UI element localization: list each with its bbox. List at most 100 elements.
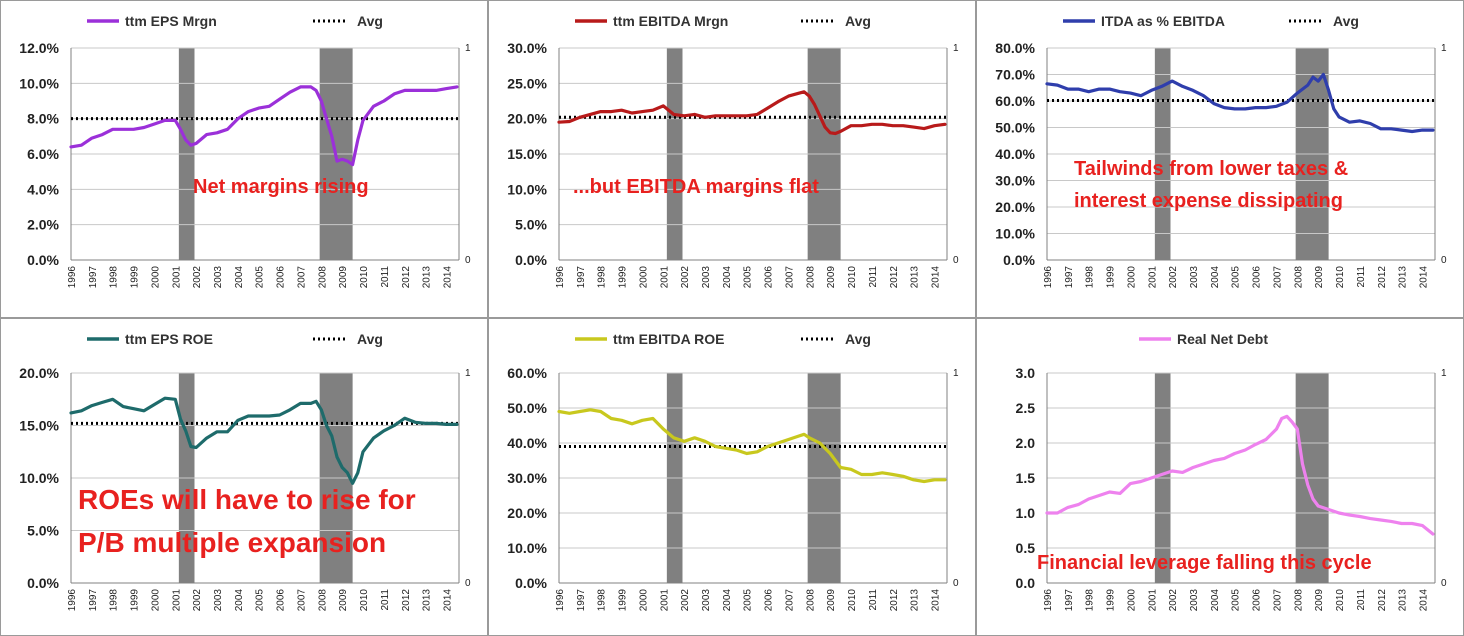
secondary-tick-label: 0: [953, 578, 959, 589]
x-tick-label: 2010: [1335, 266, 1346, 289]
y-tick-label: 0.0%: [1003, 252, 1035, 268]
x-tick-label: 1998: [109, 589, 120, 612]
x-tick-label: 2001: [1147, 266, 1158, 289]
x-tick-label: 2009: [1314, 589, 1325, 612]
y-tick-label: 0.5: [1016, 540, 1036, 556]
x-tick-label: 2010: [847, 266, 858, 289]
secondary-tick-label: 1: [953, 43, 959, 54]
y-tick-label: 2.5: [1016, 400, 1036, 416]
x-tick-label: 2000: [1126, 589, 1137, 612]
x-tick-label: 2000: [150, 589, 161, 612]
series-line: [69, 396, 459, 485]
series-line: [69, 85, 459, 167]
x-tick-label: 2011: [868, 266, 879, 288]
y-tick-label: 6.0%: [27, 146, 59, 162]
x-tick-label: 2001: [659, 589, 670, 612]
x-tick-label: 2014: [442, 266, 453, 289]
x-tick-label: 2008: [1293, 266, 1304, 289]
x-tick-label: 1999: [1106, 266, 1117, 289]
x-tick-label: 2012: [1377, 589, 1388, 612]
x-tick-label: 1998: [597, 589, 608, 612]
y-tick-label: 40.0%: [507, 435, 547, 451]
annotation-text: Financial leverage falling this cycle: [1037, 552, 1372, 574]
x-tick-label: 2006: [1252, 589, 1263, 612]
x-tick-label: 2002: [680, 266, 691, 289]
x-tick-label: 2001: [659, 266, 670, 289]
y-tick-label: 15.0%: [19, 418, 59, 434]
x-tick-label: 2002: [1168, 589, 1179, 612]
y-tick-label: 5.0%: [27, 523, 59, 539]
y-tick-label: 20.0%: [507, 505, 547, 521]
x-tick-label: 2012: [401, 266, 412, 289]
x-tick-label: 1999: [130, 589, 141, 612]
x-tick-label: 2006: [276, 589, 287, 612]
chart-svg: 0.0% 10.0% 20.0% 30.0% 40.0% 50.0% 60.0% 0 1 1996…: [507, 331, 959, 612]
x-tick-label: 2002: [192, 266, 203, 289]
x-tick-label: 2003: [701, 266, 712, 289]
legend-label-avg: Avg: [845, 13, 871, 29]
x-tick-label: 2000: [1126, 266, 1137, 289]
x-tick-label: 2007: [1272, 589, 1283, 612]
x-tick-label: 2013: [422, 266, 433, 289]
x-tick-label: 2011: [1356, 266, 1367, 288]
series-line: [1045, 414, 1435, 536]
secondary-tick-label: 0: [1441, 578, 1447, 589]
series-line: [1045, 72, 1435, 134]
x-tick-label: 2000: [638, 266, 649, 289]
x-tick-label: 1996: [1043, 589, 1054, 612]
x-tick-label: 1999: [130, 266, 141, 289]
x-tick-label: 2006: [276, 266, 287, 289]
x-tick-label: 2009: [1314, 266, 1325, 289]
x-tick-label: 2000: [150, 266, 161, 289]
y-tick-label: 1.0: [1016, 505, 1036, 521]
annotation-text: Tailwinds from lower taxes &: [1074, 158, 1348, 180]
x-tick-label: 2005: [255, 589, 266, 612]
y-tick-label: 30.0%: [507, 470, 547, 486]
secondary-tick-label: 1: [953, 368, 959, 379]
y-tick-label: 0.0%: [27, 252, 59, 268]
x-tick-label: 1998: [1085, 266, 1096, 289]
x-tick-label: 2011: [1356, 589, 1367, 611]
series-line: [557, 90, 947, 136]
y-tick-label: 70.0%: [995, 67, 1035, 83]
y-tick-label: 30.0%: [995, 173, 1035, 189]
secondary-tick-label: 1: [465, 43, 471, 54]
x-tick-label: 2010: [359, 589, 370, 612]
x-tick-label: 2003: [1189, 589, 1200, 612]
x-tick-label: 2003: [213, 266, 224, 289]
x-tick-label: 2005: [1231, 589, 1242, 612]
x-tick-label: 2004: [722, 266, 733, 289]
chart-svg: 0.0% 5.0% 10.0% 15.0% 20.0% 0 1 1996 1997 1998 199…: [19, 331, 471, 612]
y-tick-label: 4.0%: [27, 181, 59, 197]
x-tick-label: 2008: [805, 589, 816, 612]
y-tick-label: 10.0%: [507, 540, 547, 556]
legend-label: Real Net Debt: [1177, 331, 1268, 347]
secondary-tick-label: 1: [1441, 43, 1447, 54]
x-tick-label: 1998: [109, 266, 120, 289]
x-tick-label: 2013: [1398, 266, 1409, 289]
legend-label: ttm EBITDA ROE: [613, 331, 724, 347]
x-tick-label: 2009: [338, 266, 349, 289]
x-tick-label: 2006: [764, 266, 775, 289]
x-tick-label: 2013: [910, 589, 921, 612]
x-tick-label: 1996: [1043, 266, 1054, 289]
y-tick-label: 15.0%: [507, 146, 547, 162]
x-tick-label: 1996: [67, 589, 78, 612]
x-tick-label: 1996: [555, 589, 566, 612]
x-tick-label: 1999: [1106, 589, 1117, 612]
legend-label-avg: Avg: [1333, 13, 1359, 29]
y-tick-label: 25.0%: [507, 75, 547, 91]
x-tick-label: 2006: [764, 589, 775, 612]
x-tick-label: 2001: [171, 266, 182, 289]
panel-itda-ebitda: 0.0% 10.0% 20.0% 30.0% 40.0% 50.0% 60.0% 70.0% 8…: [976, 0, 1464, 318]
secondary-tick-label: 0: [1441, 255, 1447, 266]
y-tick-label: 0.0: [1016, 575, 1036, 591]
x-tick-label: 1997: [576, 266, 587, 289]
y-tick-label: 20.0%: [19, 365, 59, 381]
y-tick-label: 50.0%: [507, 400, 547, 416]
x-tick-label: 2002: [1168, 266, 1179, 289]
y-tick-label: 10.0%: [995, 226, 1035, 242]
x-tick-label: 1996: [555, 266, 566, 289]
x-tick-label: 2008: [1293, 589, 1304, 612]
x-tick-label: 2010: [1335, 589, 1346, 612]
